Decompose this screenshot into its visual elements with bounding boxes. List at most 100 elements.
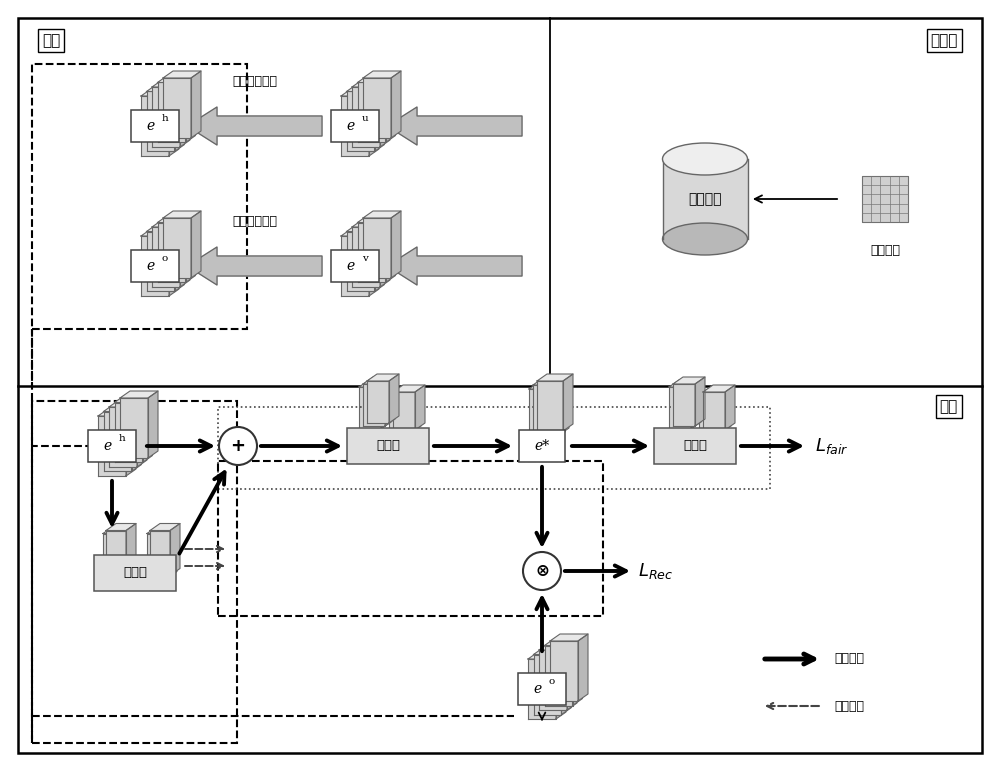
Polygon shape (123, 527, 133, 578)
Polygon shape (187, 107, 322, 145)
Polygon shape (146, 224, 184, 231)
Polygon shape (170, 524, 180, 575)
Polygon shape (544, 645, 572, 705)
Polygon shape (386, 216, 396, 282)
Text: v: v (362, 254, 368, 264)
Polygon shape (550, 641, 578, 701)
Polygon shape (389, 395, 411, 433)
Polygon shape (555, 382, 565, 439)
Polygon shape (152, 87, 180, 147)
Polygon shape (186, 216, 196, 282)
Polygon shape (695, 377, 705, 426)
Polygon shape (539, 650, 567, 710)
Polygon shape (163, 211, 201, 218)
Text: e: e (347, 119, 355, 133)
Circle shape (523, 552, 561, 590)
Polygon shape (673, 377, 705, 384)
Text: h: h (162, 115, 168, 123)
Polygon shape (104, 405, 142, 412)
Polygon shape (114, 396, 153, 402)
Text: 交互矩阵: 交互矩阵 (870, 244, 900, 258)
Text: e: e (147, 119, 155, 133)
Polygon shape (725, 385, 735, 430)
Polygon shape (143, 396, 153, 463)
Text: 生成器: 生成器 (123, 567, 147, 580)
Bar (518, 673, 566, 705)
Polygon shape (141, 236, 169, 296)
Polygon shape (169, 229, 179, 296)
Polygon shape (572, 638, 582, 705)
Polygon shape (358, 216, 396, 223)
Polygon shape (187, 247, 322, 285)
Polygon shape (391, 71, 401, 138)
Polygon shape (347, 231, 374, 291)
Polygon shape (380, 220, 390, 287)
Bar (131, 250, 179, 282)
Polygon shape (529, 382, 565, 389)
Polygon shape (98, 409, 136, 416)
Polygon shape (389, 388, 421, 395)
Text: $L_{fair}$: $L_{fair}$ (815, 436, 849, 456)
Polygon shape (358, 82, 386, 143)
Polygon shape (528, 659, 556, 719)
Polygon shape (341, 229, 379, 236)
Polygon shape (393, 385, 425, 392)
Polygon shape (146, 231, 175, 291)
Polygon shape (341, 96, 369, 156)
Text: e: e (347, 259, 355, 273)
Bar (519, 430, 565, 462)
Polygon shape (186, 76, 196, 143)
Polygon shape (385, 377, 395, 426)
Polygon shape (347, 224, 384, 231)
Polygon shape (691, 380, 701, 429)
Bar (331, 250, 379, 282)
Polygon shape (352, 227, 380, 287)
Polygon shape (539, 643, 577, 650)
Polygon shape (191, 211, 201, 278)
Polygon shape (175, 224, 184, 291)
Text: h: h (119, 435, 125, 443)
Text: 推荐系统: 推荐系统 (688, 192, 722, 206)
Polygon shape (363, 78, 391, 138)
Polygon shape (191, 71, 201, 138)
Polygon shape (114, 402, 143, 463)
Bar (218, 461, 603, 616)
Polygon shape (169, 89, 179, 156)
Polygon shape (359, 380, 391, 387)
Polygon shape (699, 388, 731, 395)
Polygon shape (544, 638, 582, 645)
Text: o: o (162, 254, 168, 264)
Polygon shape (363, 218, 391, 278)
Polygon shape (537, 381, 563, 431)
Polygon shape (363, 71, 401, 78)
Polygon shape (137, 400, 147, 467)
Polygon shape (141, 89, 179, 96)
Polygon shape (147, 527, 177, 534)
Polygon shape (380, 80, 390, 147)
Polygon shape (150, 524, 180, 530)
Polygon shape (534, 655, 561, 715)
Polygon shape (358, 223, 386, 282)
Polygon shape (347, 92, 374, 151)
Polygon shape (363, 377, 395, 384)
Polygon shape (180, 220, 190, 287)
Polygon shape (369, 89, 379, 156)
Polygon shape (341, 89, 379, 96)
Polygon shape (669, 380, 701, 387)
Text: e: e (104, 439, 112, 453)
Bar (331, 110, 379, 142)
Polygon shape (721, 388, 731, 433)
Polygon shape (167, 527, 177, 578)
Text: 调整: 调整 (42, 33, 60, 48)
Polygon shape (120, 391, 158, 398)
Polygon shape (146, 85, 184, 92)
Polygon shape (152, 80, 190, 87)
Polygon shape (109, 407, 137, 467)
Polygon shape (369, 229, 379, 296)
Polygon shape (533, 378, 569, 385)
Polygon shape (411, 388, 421, 433)
Polygon shape (120, 398, 148, 458)
Polygon shape (352, 220, 390, 227)
Polygon shape (537, 374, 573, 381)
Polygon shape (374, 224, 384, 291)
